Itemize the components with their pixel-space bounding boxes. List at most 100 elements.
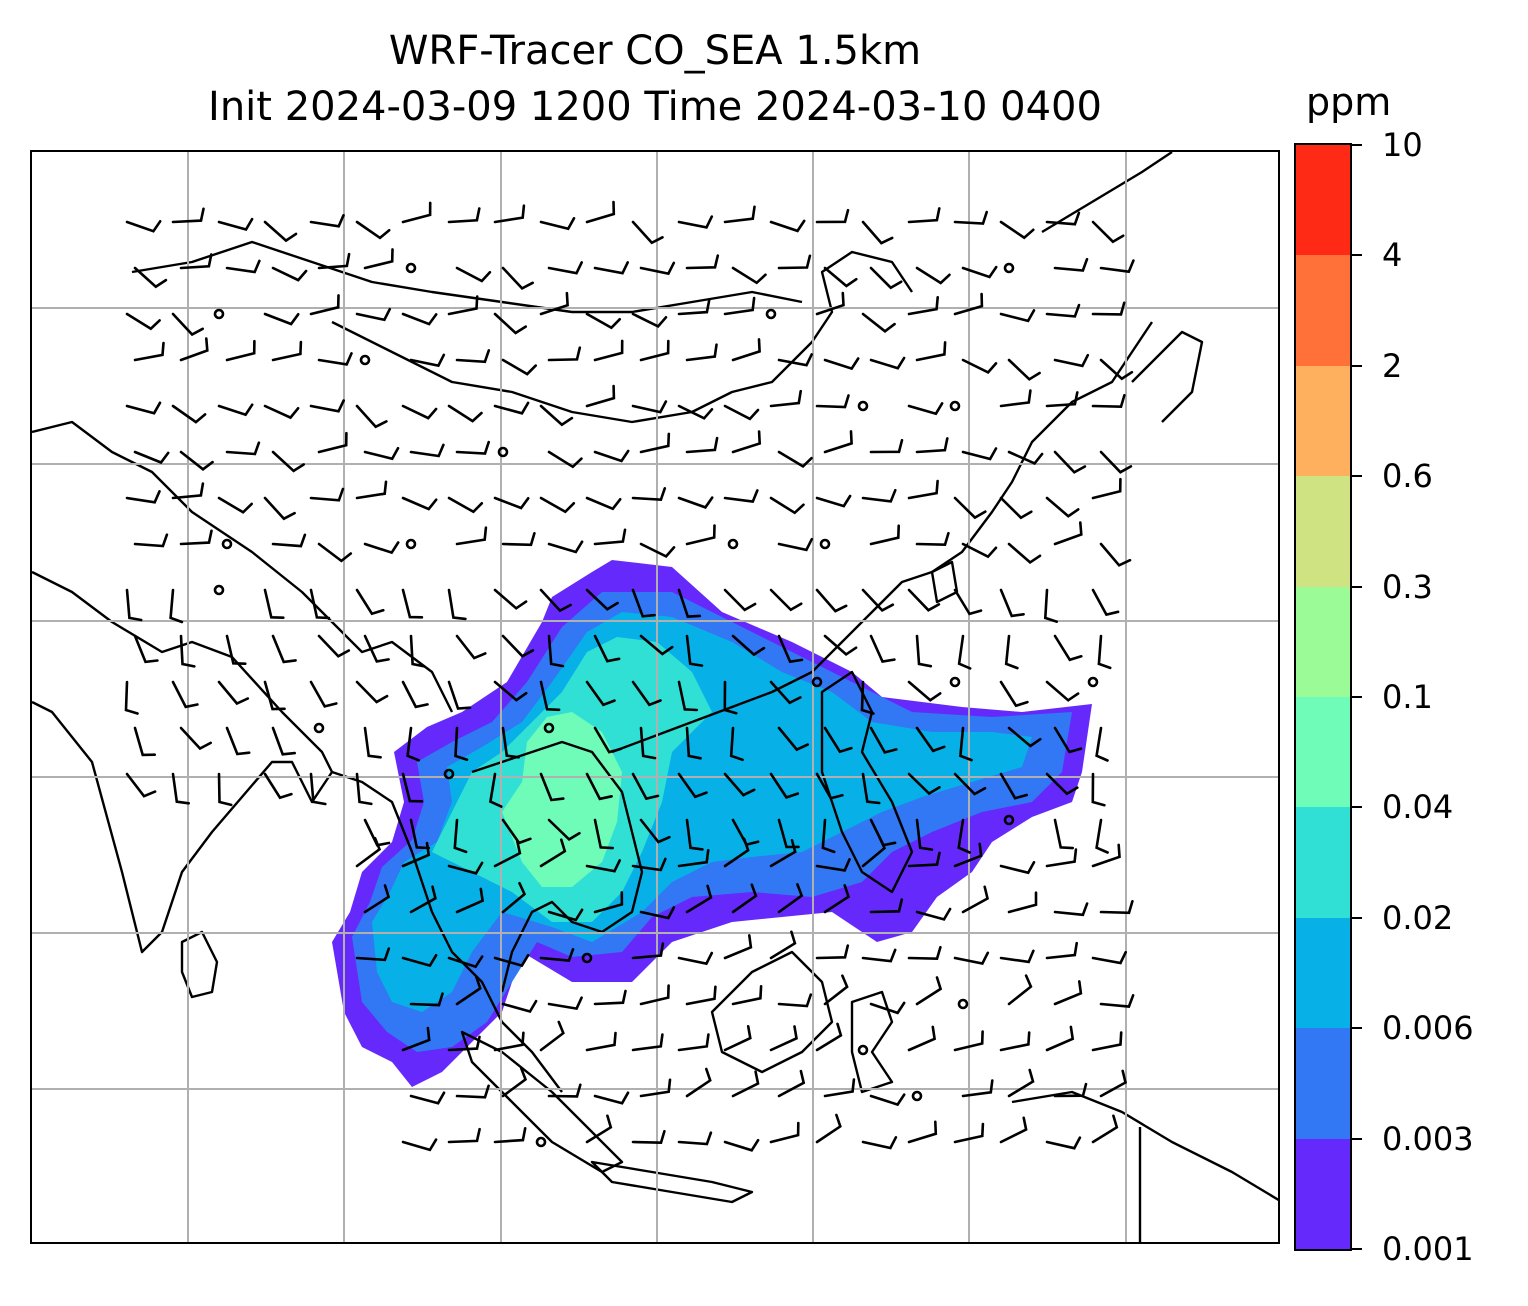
calm-wind-marker bbox=[405, 538, 417, 550]
wind-barb bbox=[723, 1138, 760, 1152]
wind-barb bbox=[915, 818, 934, 851]
wind-barb bbox=[731, 634, 766, 657]
wind-barb bbox=[723, 680, 738, 715]
wind-barb bbox=[769, 772, 800, 799]
wind-barb bbox=[1099, 259, 1135, 274]
wind-barb bbox=[639, 339, 670, 362]
wind-barb bbox=[401, 1138, 438, 1152]
colorbar-tick bbox=[1352, 1248, 1362, 1250]
wind-barb bbox=[593, 261, 629, 275]
wind-barb bbox=[217, 403, 254, 417]
wind-barb bbox=[815, 291, 845, 316]
wind-barb bbox=[685, 343, 718, 362]
wind-barb bbox=[999, 772, 1028, 800]
wind-barb bbox=[1091, 477, 1122, 500]
wind-barb bbox=[401, 1026, 431, 1052]
wind-barb bbox=[677, 951, 714, 966]
wind-barb bbox=[815, 394, 850, 409]
wind-barb bbox=[263, 404, 300, 420]
wind-barb bbox=[953, 1122, 985, 1144]
wind-barb bbox=[907, 851, 941, 868]
coastline-japan bbox=[1041, 152, 1173, 234]
colorbar-segment bbox=[1296, 475, 1350, 587]
wind-barb bbox=[953, 842, 983, 868]
wind-barb bbox=[401, 588, 424, 619]
wind-barb bbox=[317, 431, 348, 454]
colorbar-tick bbox=[1352, 1137, 1362, 1140]
wind-barb bbox=[309, 294, 340, 316]
wind-barb bbox=[907, 402, 944, 416]
wind-barb bbox=[585, 588, 619, 611]
wind-barb bbox=[179, 450, 214, 471]
wind-barb bbox=[677, 496, 714, 509]
wind-barb bbox=[999, 861, 1036, 875]
wind-barb bbox=[869, 726, 898, 754]
wind-barb bbox=[815, 494, 852, 508]
wind-barb bbox=[1007, 450, 1044, 465]
wind-barb bbox=[815, 208, 850, 224]
wind-barb bbox=[409, 885, 437, 914]
wind-barb bbox=[363, 884, 391, 914]
wind-barb bbox=[1099, 450, 1133, 474]
wind-barb bbox=[907, 680, 942, 702]
wind-barb bbox=[677, 849, 710, 868]
colorbar-tick bbox=[1352, 475, 1362, 478]
wind-barb bbox=[999, 220, 1035, 240]
colorbar-segment bbox=[1296, 917, 1350, 1029]
wind-barb bbox=[1007, 891, 1038, 914]
wind-barb bbox=[861, 1136, 898, 1150]
wind-barb bbox=[639, 261, 676, 276]
wind-barb bbox=[447, 207, 481, 224]
wind-barb bbox=[493, 496, 530, 510]
coastline-korea bbox=[1131, 330, 1204, 423]
wind-barb bbox=[1045, 941, 1078, 960]
wind-barb bbox=[501, 532, 536, 547]
wind-barb bbox=[447, 680, 472, 710]
colorbar-tick-label: 0.04 bbox=[1382, 788, 1454, 827]
wind-barb bbox=[355, 307, 392, 322]
wind-barb bbox=[179, 634, 196, 668]
wind-barb bbox=[1091, 393, 1126, 409]
wind-barb bbox=[815, 858, 851, 872]
wind-barb bbox=[217, 680, 250, 706]
calm-wind-marker bbox=[1003, 262, 1015, 274]
wind-barb bbox=[631, 857, 667, 872]
wind-barb bbox=[355, 404, 388, 429]
calm-wind-marker bbox=[213, 584, 225, 596]
calm-wind-marker bbox=[221, 538, 233, 550]
wind-barb bbox=[861, 948, 897, 963]
wind-barb bbox=[777, 254, 812, 270]
wind-barb bbox=[133, 266, 168, 289]
colorbar-segment bbox=[1296, 696, 1350, 808]
wind-barb bbox=[593, 891, 624, 914]
wind-barb bbox=[1045, 1136, 1082, 1150]
wind-barb bbox=[593, 449, 630, 463]
wind-barb bbox=[631, 220, 664, 245]
wind-barb bbox=[1007, 974, 1033, 1006]
wind-barb bbox=[731, 430, 762, 454]
colorbar-tick-label: 0.1 bbox=[1382, 678, 1433, 716]
wind-barb bbox=[169, 588, 184, 624]
wind-barb bbox=[769, 930, 797, 960]
wind-barb bbox=[125, 312, 161, 331]
colorbar-tick-label: 10 bbox=[1382, 126, 1423, 164]
colorbar-tick-label: 4 bbox=[1382, 236, 1403, 275]
wind-barb bbox=[493, 680, 528, 702]
wind-barb bbox=[309, 214, 345, 228]
wind-barb bbox=[547, 634, 565, 668]
wind-barb bbox=[539, 291, 569, 316]
wind-barb bbox=[179, 253, 213, 270]
wind-barb bbox=[501, 634, 535, 658]
wind-barb bbox=[723, 404, 760, 421]
wind-barb bbox=[409, 1091, 446, 1105]
wind-barb bbox=[869, 1001, 906, 1015]
wind-barb bbox=[1004, 634, 1019, 670]
wind-barb bbox=[685, 1067, 712, 1098]
wind-barb bbox=[729, 726, 744, 762]
colorbar-tick bbox=[1352, 806, 1362, 809]
wind-barb bbox=[1091, 950, 1127, 965]
calm-wind-marker bbox=[811, 676, 823, 688]
wind-barb bbox=[447, 295, 479, 316]
wind-barb bbox=[133, 341, 165, 362]
wind-barb bbox=[547, 261, 583, 275]
